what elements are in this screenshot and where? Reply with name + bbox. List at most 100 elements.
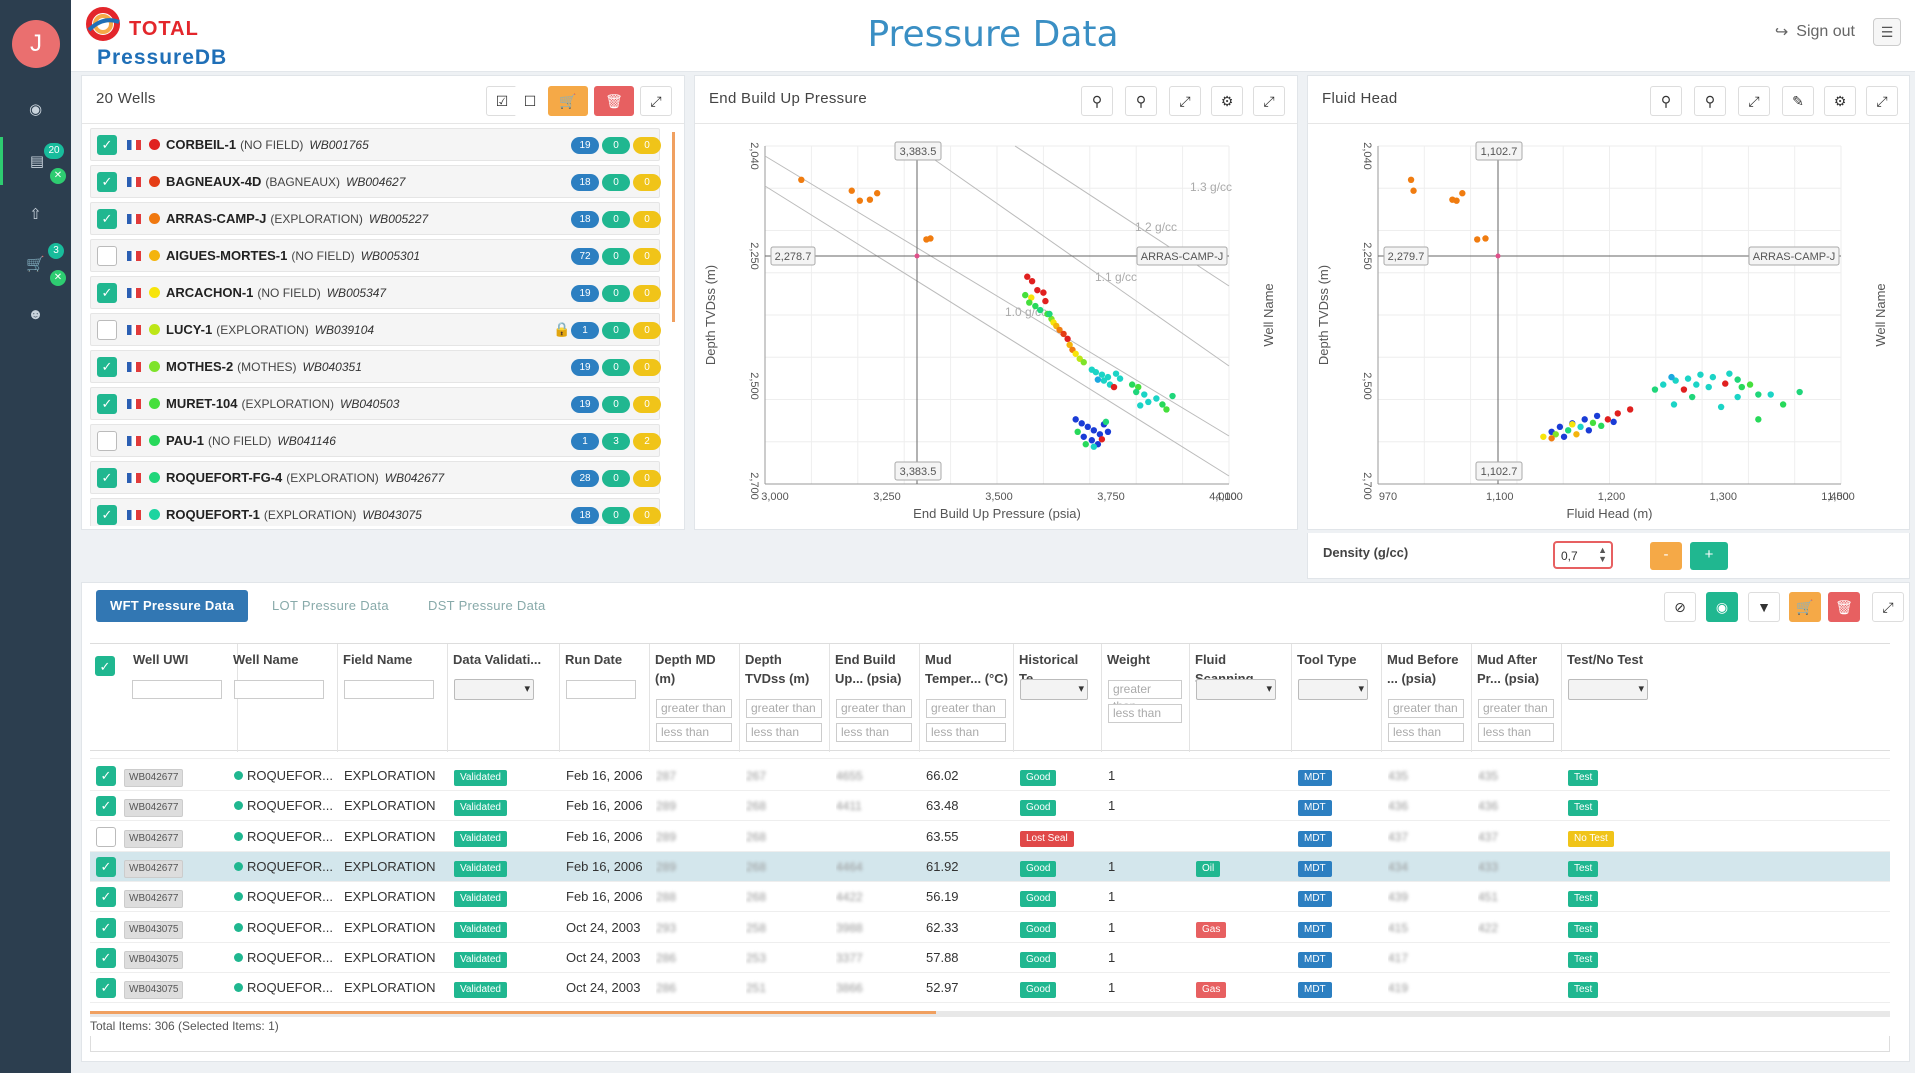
table-row[interactable]: ✓ WB043075 ROQUEFOR... EXPLORATION Validated… [90, 943, 1890, 973]
filter-greater-than[interactable]: greater than [746, 699, 822, 718]
filter-less-than[interactable]: less than [836, 723, 912, 742]
uncheck-all-button[interactable]: ☐ [514, 86, 546, 116]
column-filter-input[interactable] [132, 680, 222, 699]
table-row[interactable]: ✓ WB042677 ROQUEFOR... EXPLORATION Validated… [90, 791, 1890, 822]
clear-wells-icon[interactable]: ✕ [50, 168, 66, 184]
tab-dst[interactable]: DST Pressure Data [428, 598, 546, 613]
select-all-checkbox[interactable]: ✓ [95, 656, 115, 676]
column-header[interactable]: Mud Temper... (°C) [920, 644, 1014, 752]
trash-icon[interactable]: 🗑 [1828, 592, 1860, 622]
row-checkbox[interactable] [96, 826, 116, 847]
column-filter-input[interactable] [566, 680, 636, 699]
well-checkbox[interactable]: ✓ [97, 467, 117, 488]
filter-less-than[interactable]: less than [926, 723, 1006, 742]
fit-icon[interactable]: ⤢ [1169, 86, 1201, 116]
filter-greater-than[interactable]: greater than [1388, 699, 1464, 718]
column-header[interactable]: Field Name [338, 644, 448, 752]
well-checkbox[interactable]: ✓ [97, 208, 117, 229]
expand-grid-icon[interactable]: ⤢ [1872, 592, 1904, 622]
row-checkbox[interactable]: ✓ [96, 947, 116, 968]
settings-gear-icon[interactable]: ⚙ [1211, 86, 1243, 116]
clear-cart-icon[interactable]: ✕ [50, 270, 66, 286]
delete-wells-button[interactable]: 🗑 [594, 86, 634, 116]
row-checkbox[interactable]: ✓ [96, 887, 116, 908]
well-checkbox[interactable] [97, 319, 117, 340]
row-checkbox[interactable]: ✓ [96, 796, 116, 817]
well-list-scrollbar[interactable] [672, 132, 675, 322]
spinner-icon[interactable]: ▲ ▼ [1598, 545, 1607, 564]
add-to-cart-button[interactable]: 🛒 [548, 86, 588, 116]
well-checkbox[interactable]: ✓ [97, 134, 117, 155]
horizontal-scrollbar[interactable] [90, 1011, 1890, 1017]
well-row[interactable]: ✓ ARRAS-CAMP-J (EXPLORATION) WB005227 18 0 0 [90, 202, 661, 235]
column-header[interactable]: Test/No Test [1562, 644, 1915, 752]
column-filter-select[interactable] [1020, 679, 1088, 700]
table-row[interactable]: ✓ WB042677 ROQUEFOR... EXPLORATION Validated… [90, 882, 1890, 913]
check-all-button[interactable]: ☑ [486, 86, 518, 116]
filter-icon[interactable]: ▼ [1748, 592, 1780, 622]
column-header[interactable]: Data Validati... [448, 644, 560, 752]
well-row[interactable]: ✓ MOTHES-2 (MOTHES) WB040351 19 0 0 [90, 350, 661, 383]
well-checkbox[interactable]: ✓ [97, 504, 117, 525]
filter-greater-than[interactable]: greater than [926, 699, 1006, 718]
row-checkbox[interactable]: ✓ [96, 856, 116, 877]
expand-chart-icon[interactable]: ⤢ [1253, 86, 1285, 116]
eye-toggle-icon[interactable]: ◉ [1706, 592, 1738, 622]
filter-less-than[interactable]: less than [1108, 704, 1182, 723]
table-row[interactable]: ✓ WB043075 ROQUEFOR... EXPLORATION Validated… [90, 973, 1890, 1004]
column-header[interactable]: Depth TVDss (m) [740, 644, 830, 752]
table-row[interactable]: WB042677 ROQUEFOR... EXPLORATION Validated F… [90, 822, 1890, 852]
column-header[interactable]: Well Name [228, 644, 338, 752]
column-filter-select[interactable] [1298, 679, 1368, 700]
column-header[interactable]: Run Date [560, 644, 650, 752]
table-row[interactable]: ✓ WB043075 ROQUEFOR... EXPLORATION Validated… [90, 913, 1890, 943]
filter-less-than[interactable]: less than [1478, 723, 1554, 742]
column-header[interactable]: Mud Before ... (psia) [1382, 644, 1472, 752]
density-plus-button[interactable]: + [1690, 542, 1728, 570]
well-row[interactable]: PAU-1 (NO FIELD) WB041146 1 3 2 [90, 424, 661, 457]
well-checkbox[interactable] [97, 430, 117, 451]
menu-button[interactable]: ☰ [1873, 18, 1901, 46]
settings-gear-icon[interactable]: ⚙ [1824, 86, 1856, 116]
zoom-select-icon[interactable]: ⚲ [1650, 86, 1682, 116]
column-filter-select[interactable] [454, 679, 534, 700]
filter-greater-than[interactable]: greater than [836, 699, 912, 718]
column-header[interactable]: Mud After Pr... (psia) [1472, 644, 1562, 752]
cart-icon[interactable]: 🛒 [1789, 592, 1821, 622]
column-header[interactable]: Depth MD (m) [650, 644, 740, 752]
row-checkbox[interactable]: ✓ [96, 766, 116, 786]
users-icon[interactable]: ☻ [27, 305, 44, 323]
column-filter-select[interactable] [1196, 679, 1276, 700]
well-row[interactable]: ✓ ROQUEFORT-FG-4 (EXPLORATION) WB042677 28 0 0 [90, 461, 661, 494]
tab-wft[interactable]: WFT Pressure Data [96, 590, 249, 622]
well-row[interactable]: ✓ CORBEIL-1 (NO FIELD) WB001765 19 0 0 [90, 128, 661, 161]
well-checkbox[interactable] [97, 245, 117, 266]
zoom-reset-icon[interactable]: ⚲ [1125, 86, 1157, 116]
upload-icon[interactable]: ⇧ [29, 206, 42, 223]
column-filter-input[interactable] [234, 680, 324, 699]
filter-greater-than[interactable]: greater than [1108, 680, 1182, 713]
filter-less-than[interactable]: less than [656, 723, 732, 742]
clear-filter-icon[interactable]: ⊘ [1664, 592, 1696, 622]
globe-icon[interactable]: ◉ [28, 101, 43, 118]
column-header[interactable]: Tool Type [1292, 644, 1382, 752]
table-row[interactable]: ✓ WB042677 ROQUEFOR... EXPLORATION Validated… [90, 851, 1890, 882]
expand-chart-icon[interactable]: ⤢ [1866, 86, 1898, 116]
chart-nav-icon[interactable]: ▤ [0, 137, 71, 185]
well-checkbox[interactable]: ✓ [97, 356, 117, 377]
well-row[interactable]: ✓ ARCACHON-1 (NO FIELD) WB005347 19 0 0 [90, 276, 661, 309]
filter-greater-than[interactable]: greater than [1478, 699, 1554, 718]
well-checkbox[interactable]: ✓ [97, 171, 117, 192]
density-input[interactable]: 0,7 ▲ ▼ [1553, 541, 1613, 569]
well-checkbox[interactable]: ✓ [97, 393, 117, 414]
well-row[interactable]: ✓ MURET-104 (EXPLORATION) WB040503 19 0 0 [90, 387, 661, 420]
column-header[interactable]: End Build Up... (psia) [830, 644, 920, 752]
well-row[interactable]: AIGUES-MORTES-1 (NO FIELD) WB005301 72 0 0 [90, 239, 661, 272]
well-checkbox[interactable]: ✓ [97, 282, 117, 303]
expand-panel-button[interactable]: ⤢ [640, 86, 672, 116]
row-checkbox[interactable]: ✓ [96, 917, 116, 938]
column-filter-input[interactable] [344, 680, 434, 699]
well-row[interactable]: ✓ ROQUEFORT-1 (EXPLORATION) WB043075 18 0 0 [90, 498, 661, 526]
